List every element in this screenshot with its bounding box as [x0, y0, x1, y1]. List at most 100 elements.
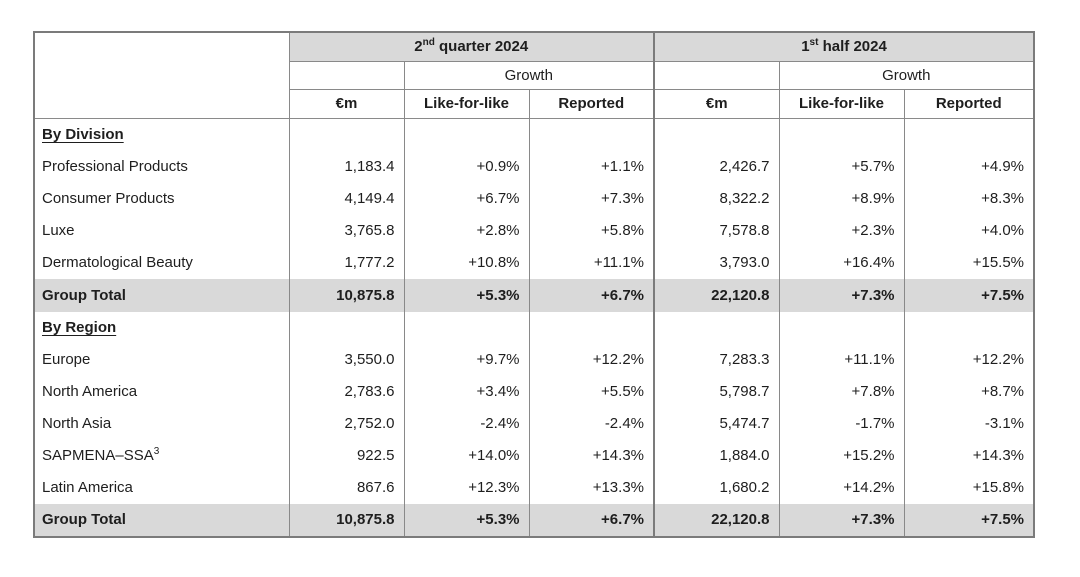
total-row-by-region: Group Total 10,875.8 +5.3% +6.7% 22,120.… [33, 503, 1035, 537]
value-cell: +12.2% [903, 343, 1035, 376]
empty-cell [288, 118, 404, 151]
h1-label: half 2024 [818, 38, 887, 56]
empty-cell [778, 311, 904, 344]
value-cell: +6.7% [528, 278, 654, 312]
value-cell: 3,765.8 [288, 214, 404, 247]
results-table: 2nd quarter 2024 1st half 2024 Growth Gr… [33, 31, 1036, 538]
like-for-like-header-h1: Like-for-like [778, 89, 904, 119]
value-cell: +8.9% [778, 182, 904, 215]
table-row-luxe: Luxe 3,765.8 +2.8% +5.8% 7,578.8 +2.3% +… [33, 214, 1035, 247]
value-cell: +7.3% [778, 503, 904, 537]
empty-cell [653, 61, 779, 90]
value-cell: 8,322.2 [653, 182, 779, 215]
value-cell: 2,783.6 [288, 375, 404, 408]
table-row-dermatological-beauty: Dermatological Beauty 1,777.2 +10.8% +11… [33, 246, 1035, 279]
eur-m-header-h1: €m [653, 89, 779, 119]
table-row-consumer-products: Consumer Products 4,149.4 +6.7% +7.3% 8,… [33, 182, 1035, 215]
value-cell: +13.3% [528, 471, 654, 504]
empty-cell [403, 118, 529, 151]
value-cell: +1.1% [528, 150, 654, 183]
empty-cell [403, 311, 529, 344]
section-title-by-division: By Division [42, 126, 124, 143]
value-cell: -3.1% [903, 407, 1035, 440]
reported-header-q2: Reported [528, 89, 654, 119]
value-cell: 22,120.8 [653, 278, 779, 312]
value-cell: +5.5% [528, 375, 654, 408]
value-cell: 10,875.8 [288, 503, 404, 537]
reported-header-h1: Reported [903, 89, 1035, 119]
row-label: Europe [33, 343, 289, 376]
value-cell: +11.1% [528, 246, 654, 279]
row-label: Group Total [33, 503, 289, 537]
row-label: Dermatological Beauty [33, 246, 289, 279]
h1-2024-header: 1st half 2024 [652, 32, 1035, 62]
value-cell: +5.3% [403, 503, 529, 537]
value-cell: +2.8% [403, 214, 529, 247]
value-cell: +7.3% [528, 182, 654, 215]
value-cell: 3,793.0 [653, 246, 779, 279]
corner-empty-cell [33, 32, 289, 119]
row-label: North Asia [33, 407, 289, 440]
value-cell: +7.3% [778, 278, 904, 312]
value-cell: 5,474.7 [653, 407, 779, 440]
row-label-text: SAPMENA–SSA [42, 447, 154, 464]
value-cell: +0.9% [403, 150, 529, 183]
growth-header-row: Growth Growth [34, 61, 1035, 90]
value-cell: +14.3% [903, 439, 1035, 472]
empty-cell [778, 118, 904, 151]
value-cell: +8.3% [903, 182, 1035, 215]
empty-cell [903, 311, 1035, 344]
value-cell: 867.6 [288, 471, 404, 504]
value-cell: +6.7% [528, 503, 654, 537]
q2-label: quarter 2024 [434, 38, 529, 56]
value-cell: +7.5% [903, 503, 1035, 537]
row-label: Group Total [33, 278, 289, 312]
value-cell: +15.5% [903, 246, 1035, 279]
value-cell: +8.7% [903, 375, 1035, 408]
value-cell: +12.3% [403, 471, 529, 504]
value-cell: 7,578.8 [653, 214, 779, 247]
like-for-like-header-q2: Like-for-like [403, 89, 529, 119]
q2-ordinal-sup: nd [422, 37, 435, 49]
value-cell: +4.0% [903, 214, 1035, 247]
value-cell: 1,183.4 [288, 150, 404, 183]
value-cell: +2.3% [778, 214, 904, 247]
value-cell: +4.9% [903, 150, 1035, 183]
value-cell: +3.4% [403, 375, 529, 408]
q2-2024-header: 2nd quarter 2024 [288, 32, 654, 62]
value-cell: +7.5% [903, 278, 1035, 312]
value-cell: +5.8% [528, 214, 654, 247]
empty-cell [288, 311, 404, 344]
column-header-row: €m Like-for-like Reported €m Like-for-li… [34, 89, 1035, 119]
section-title-cell: By Region [33, 311, 289, 344]
value-cell: 22,120.8 [653, 503, 779, 537]
value-cell: 1,884.0 [653, 439, 779, 472]
table-row-north-america: North America 2,783.6 +3.4% +5.5% 5,798.… [33, 375, 1035, 408]
table-row-latin-america: Latin America 867.6 +12.3% +13.3% 1,680.… [33, 471, 1035, 504]
row-label: SAPMENA–SSA3 [33, 439, 289, 472]
period-header-row: 2nd quarter 2024 1st half 2024 [33, 32, 1035, 119]
growth-header-h1: Growth [778, 61, 1035, 90]
footnote-3-sup: 3 [153, 446, 160, 457]
value-cell: +14.2% [778, 471, 904, 504]
section-header-row-by-region: By Region [33, 311, 1035, 344]
value-cell: +12.2% [528, 343, 654, 376]
sales-results-table: 2nd quarter 2024 1st half 2024 Growth Gr… [33, 31, 1036, 538]
value-cell: 2,752.0 [288, 407, 404, 440]
value-cell: +15.8% [903, 471, 1035, 504]
value-cell: 1,680.2 [653, 471, 779, 504]
growth-header-q2: Growth [403, 61, 654, 90]
table-row-sapmena-ssa: SAPMENA–SSA3 922.5 +14.0% +14.3% 1,884.0… [33, 439, 1035, 472]
section-title-cell: By Division [33, 118, 289, 151]
value-cell: +5.3% [403, 278, 529, 312]
value-cell: 4,149.4 [288, 182, 404, 215]
table-row-north-asia: North Asia 2,752.0 -2.4% -2.4% 5,474.7 -… [33, 407, 1035, 440]
value-cell: +9.7% [403, 343, 529, 376]
value-cell: 3,550.0 [288, 343, 404, 376]
value-cell: -2.4% [403, 407, 529, 440]
value-cell: +7.8% [778, 375, 904, 408]
table-row-europe: Europe 3,550.0 +9.7% +12.2% 7,283.3 +11.… [33, 343, 1035, 376]
value-cell: 2,426.7 [653, 150, 779, 183]
h1-ordinal-sup: st [809, 37, 819, 49]
value-cell: 10,875.8 [288, 278, 404, 312]
